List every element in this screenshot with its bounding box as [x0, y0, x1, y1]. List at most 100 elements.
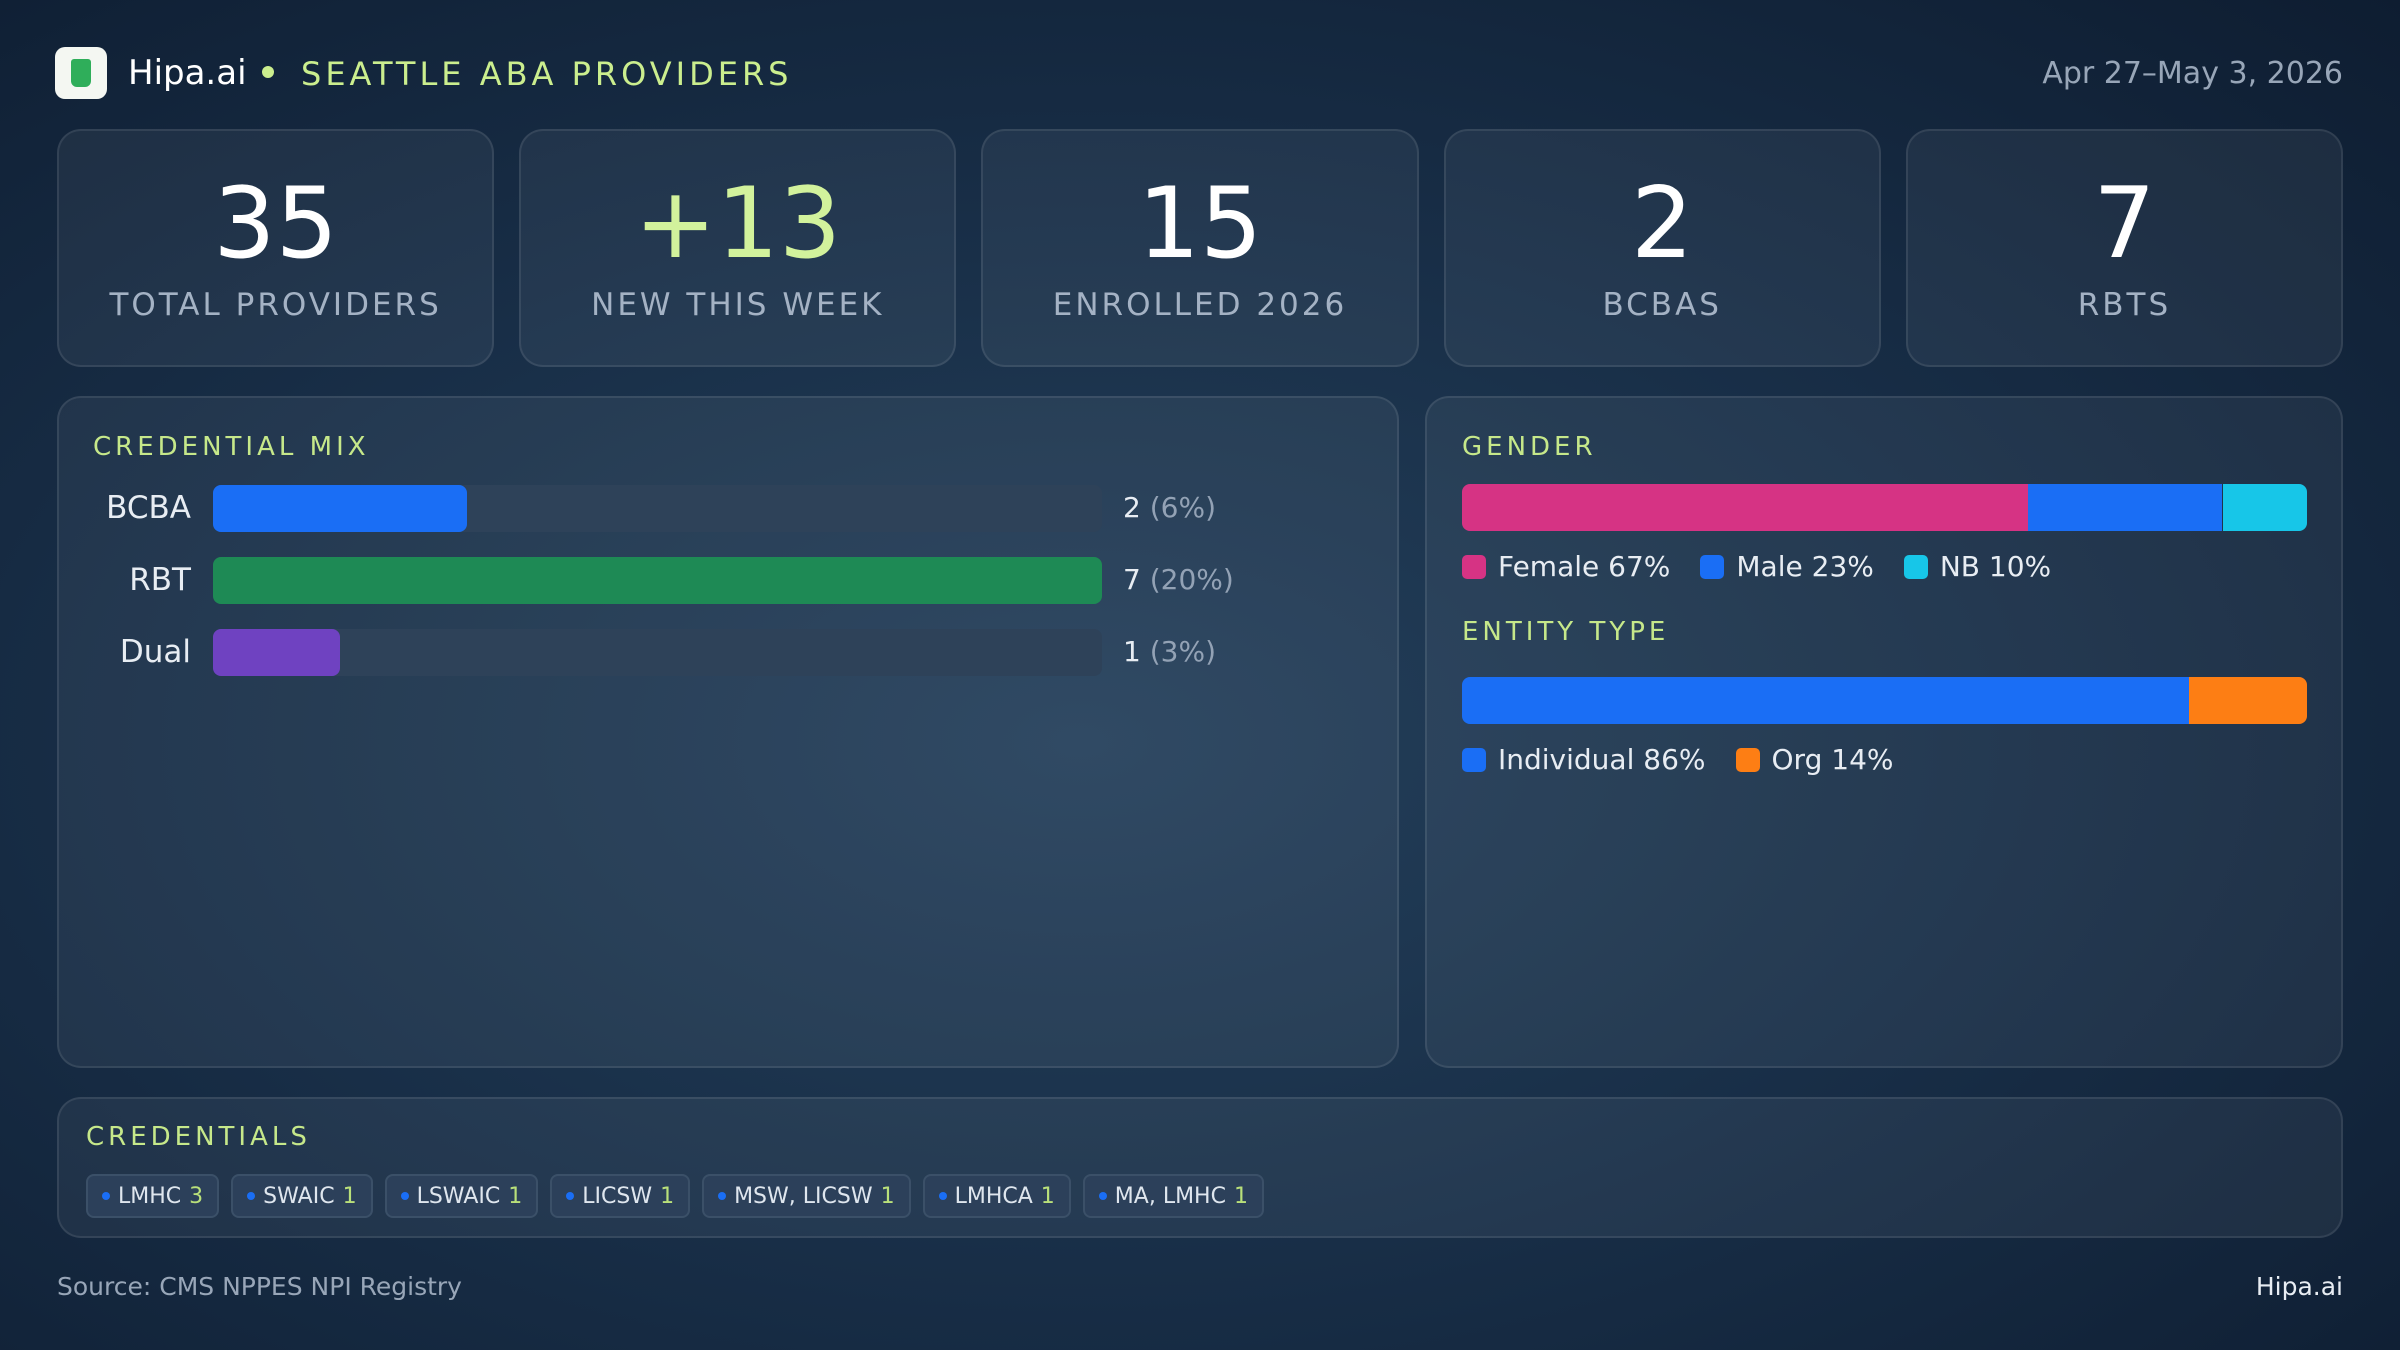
- chart-title: GENDER: [1462, 432, 1597, 462]
- bar-segment: [2028, 484, 2223, 531]
- bar-segment: [2222, 484, 2307, 531]
- bar: [213, 557, 1102, 604]
- category-label: RBT: [129, 562, 191, 598]
- tag-dot: [247, 1192, 256, 1200]
- tag-dot: [400, 1192, 409, 1200]
- legend-value: 86%: [1643, 743, 1706, 776]
- legend-entry: Org 14%: [1735, 743, 1894, 776]
- legend-name: NB: [1939, 550, 1981, 583]
- source: Source: CMS NPPES NPI Registry: [57, 1272, 462, 1301]
- section-title: CREDENTIALS: [86, 1122, 311, 1152]
- category-label: BCBA: [106, 490, 191, 526]
- percent-label: (6%): [1149, 491, 1217, 524]
- legend-text: Org 14%: [1772, 743, 1894, 776]
- tag-list: LMHC 3 SWAIC 1 LSWAIC 1 LICSW 1 MSW, LICSW 1 LMHCA…: [86, 1174, 1264, 1218]
- kpi-value: 15: [1137, 167, 1263, 281]
- tag-dot: [938, 1192, 947, 1200]
- kpi-card: +13 NEW THIS WEEK: [519, 129, 957, 367]
- kpi-value: 35: [213, 167, 338, 281]
- tag-count: 1: [880, 1183, 895, 1209]
- legend-name: Org: [1771, 743, 1823, 776]
- kpi-label: RBTS: [2077, 287, 2172, 323]
- date-range: Apr 27–May 3, 2026: [2042, 56, 2343, 91]
- tag-label: LMHC: [118, 1183, 182, 1209]
- tag-count: 3: [189, 1183, 204, 1209]
- legend-swatch: [1462, 747, 1486, 772]
- kpi-card: 15 ENROLLED 2026: [981, 129, 1419, 367]
- footer-brand: Hipa.ai: [2255, 1272, 2343, 1301]
- legend-value: 10%: [1988, 550, 2052, 583]
- legend-value: 14%: [1831, 743, 1894, 776]
- kpi-value: 7: [2093, 167, 2156, 281]
- legend-entry: NB 10%: [1903, 550, 2051, 583]
- credential-tag: MA, LMHC 1: [1082, 1174, 1264, 1218]
- legend-name: Male: [1736, 550, 1803, 583]
- tag-label: LMHCA: [954, 1183, 1033, 1209]
- tag-count: 1: [1233, 1183, 1248, 1209]
- tag-label: LICSW: [582, 1183, 653, 1209]
- tag-dot: [718, 1192, 727, 1200]
- legend-swatch: [1700, 554, 1725, 579]
- value: 1: [1123, 635, 1141, 668]
- kpi-row: 35 TOTAL PROVIDERS +13 NEW THIS WEEK 15 ENROL…: [57, 129, 2344, 367]
- credential-tag: MSW, LICSW 1: [702, 1174, 911, 1218]
- chart-title: CREDENTIAL MIX: [93, 432, 370, 462]
- value-label: 7 (20%): [1123, 563, 1234, 596]
- percent-label: (3%): [1149, 635, 1217, 668]
- value: 2: [1123, 491, 1141, 524]
- brand: Hipa.ai: [128, 53, 247, 93]
- credential-tag: SWAIC 1: [231, 1174, 373, 1218]
- legend-entry: Male 23%: [1700, 550, 1874, 583]
- kpi-card: 2 BCBAS: [1443, 129, 1881, 367]
- bar: [213, 485, 467, 532]
- tag-dot: [1098, 1192, 1107, 1200]
- chart-title: ENTITY TYPE: [1462, 617, 1670, 647]
- tag-count: 1: [1040, 1183, 1055, 1209]
- credential-tag: LMHCA 1: [922, 1174, 1071, 1218]
- tag-count: 1: [660, 1183, 675, 1209]
- bar-segment: [1462, 677, 2189, 724]
- bar-segment: [2188, 677, 2307, 724]
- legend-value: 23%: [1811, 550, 1874, 583]
- tag-dot: [566, 1192, 575, 1200]
- value-label: 2 (6%): [1123, 491, 1216, 524]
- legend-text: Individual 86%: [1498, 743, 1706, 776]
- kpi-label: BCBAS: [1602, 287, 1722, 323]
- kpi-label: ENROLLED 2026: [1052, 287, 1348, 323]
- legend-swatch: [1903, 554, 1928, 579]
- value-label: 1 (3%): [1123, 635, 1216, 668]
- legend-name: Female: [1498, 550, 1600, 583]
- category-label: Dual: [119, 634, 191, 670]
- logo: [55, 47, 107, 99]
- legend-entry: Individual 86%: [1462, 743, 1706, 776]
- kpi-label: TOTAL PROVIDERS: [109, 287, 442, 323]
- credential-tag: LSWAIC 1: [384, 1174, 539, 1218]
- legend-swatch: [1735, 747, 1760, 772]
- percent-label: (20%): [1149, 563, 1234, 596]
- page-title: SEATTLE ABA PROVIDERS: [301, 55, 793, 93]
- tag-count: 1: [342, 1183, 357, 1209]
- bar-track: [213, 629, 1102, 676]
- bar-segment: [1462, 484, 2029, 531]
- tag-count: 1: [508, 1183, 523, 1209]
- credential-tag: LMHC 3: [86, 1174, 220, 1218]
- kpi-value: 2: [1631, 167, 1694, 281]
- tag-label: SWAIC: [263, 1183, 335, 1209]
- kpi-label: NEW THIS WEEK: [591, 287, 885, 323]
- tag-label: MA, LMHC: [1114, 1183, 1226, 1209]
- legend-text: NB 10%: [1940, 550, 2051, 583]
- bar: [213, 629, 340, 676]
- credential-tag: LICSW 1: [550, 1174, 691, 1218]
- value: 7: [1123, 563, 1141, 596]
- separator: [262, 66, 274, 78]
- tag-label: LSWAIC: [416, 1183, 501, 1209]
- legend-name: Individual: [1498, 743, 1635, 776]
- kpi-card: 7 RBTS: [1905, 129, 2344, 367]
- kpi-card: 35 TOTAL PROVIDERS: [57, 129, 495, 367]
- legend-entry: Female 67%: [1462, 550, 1670, 583]
- tag-label: MSW, LICSW: [734, 1183, 873, 1209]
- legend-text: Male 23%: [1736, 550, 1873, 583]
- legend-text: Female 67%: [1498, 550, 1670, 583]
- kpi-value: +13: [634, 167, 842, 281]
